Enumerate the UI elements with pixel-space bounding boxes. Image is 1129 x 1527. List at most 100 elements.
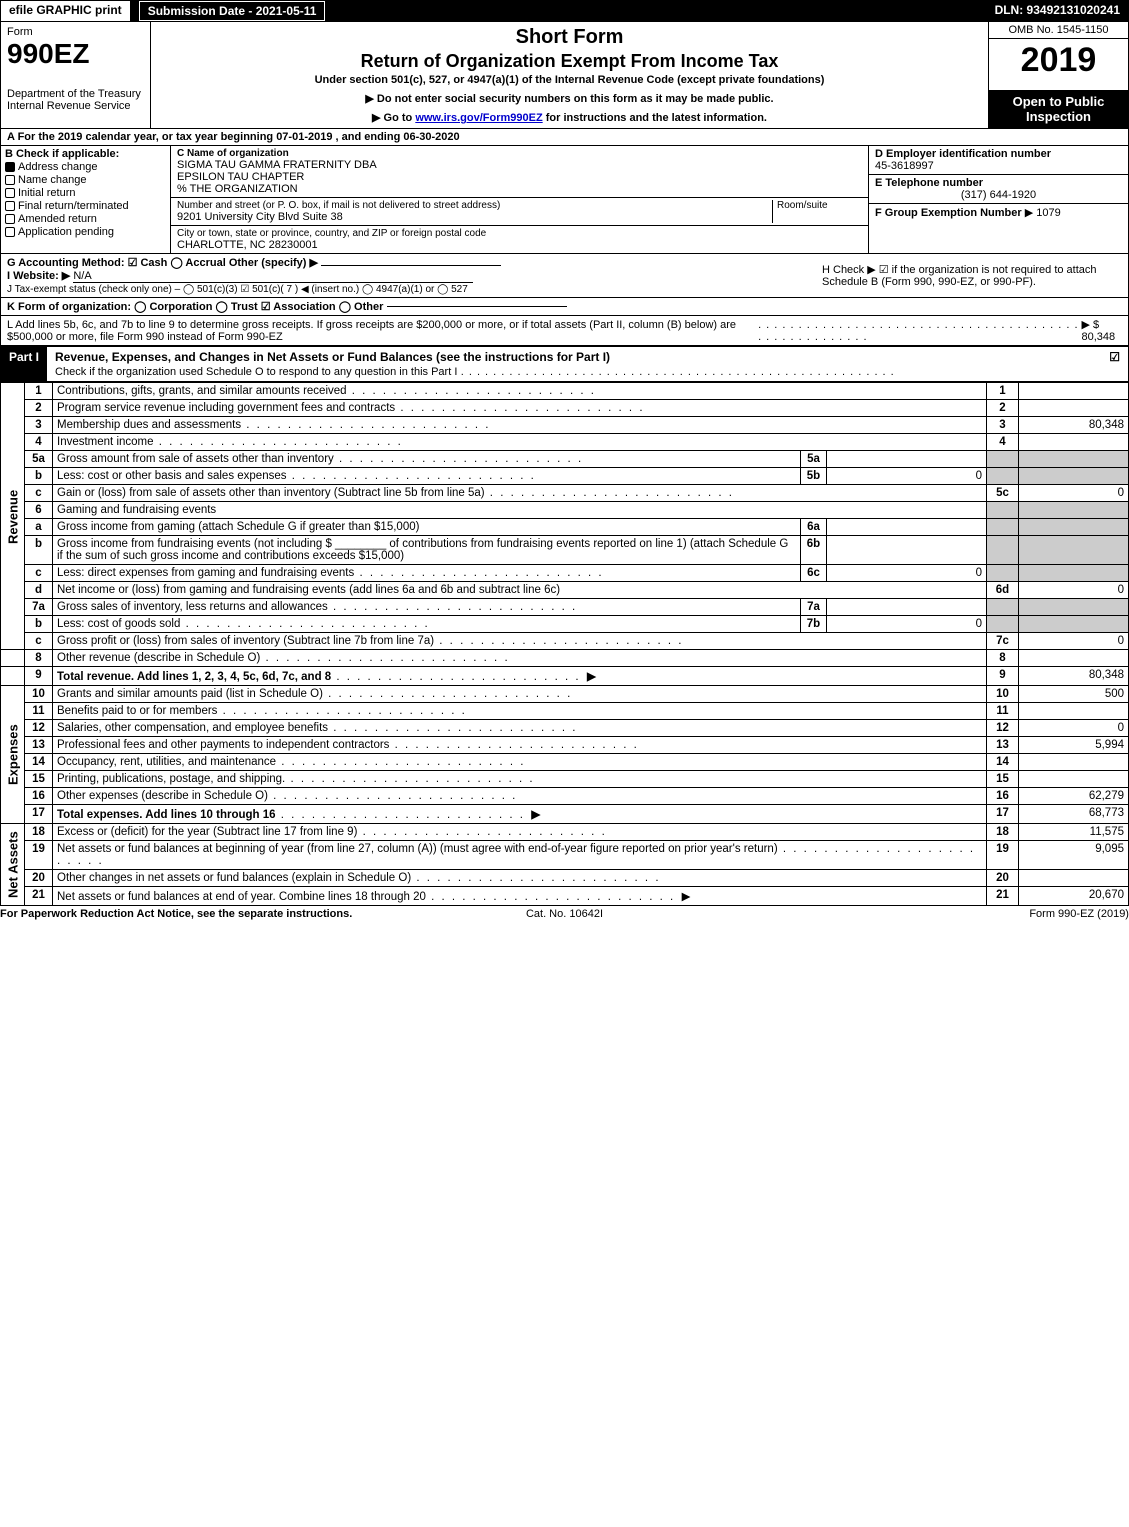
l-amt: ▶ $ 80,348	[1082, 318, 1123, 343]
line-num: 4	[25, 434, 53, 451]
line-num: 2	[25, 400, 53, 417]
efile-print-button[interactable]: efile GRAPHIC print	[1, 1, 131, 21]
final-return-check[interactable]: Final return/terminated	[5, 200, 166, 212]
amended-return-check[interactable]: Amended return	[5, 213, 166, 225]
line-ref: 5c	[987, 485, 1019, 502]
mini-ref: 5a	[801, 451, 827, 468]
line-ref: 1	[987, 383, 1019, 400]
l-row: L Add lines 5b, 6c, and 7b to line 9 to …	[0, 316, 1129, 346]
checkbox-icon	[5, 214, 15, 224]
line-desc: Net assets or fund balances at beginning…	[53, 841, 987, 870]
checkbox-icon	[5, 188, 15, 198]
city-value: CHARLOTTE, NC 28230001	[177, 239, 862, 251]
line-ref: 4	[987, 434, 1019, 451]
grey-cell	[1019, 536, 1129, 565]
final-return-label: Final return/terminated	[18, 200, 129, 212]
k-input-line[interactable]	[387, 306, 567, 307]
line-num: 20	[25, 870, 53, 887]
d-value: 45-3618997	[875, 160, 1122, 172]
line-num: 17	[25, 805, 53, 824]
line-amt: 500	[1019, 686, 1129, 703]
line-ref: 14	[987, 754, 1019, 771]
line-num: 9	[25, 667, 53, 686]
org-care: % THE ORGANIZATION	[177, 183, 862, 195]
sub-amt: 0	[827, 468, 987, 485]
submission-date-button[interactable]: Submission Date - 2021-05-11	[139, 1, 326, 21]
street-label: Number and street (or P. O. box, if mail…	[177, 200, 772, 211]
checkbox-icon	[5, 227, 15, 237]
footer-row: For Paperwork Reduction Act Notice, see …	[0, 906, 1129, 920]
dln-label: DLN: 93492131020241	[987, 1, 1128, 21]
line-desc: Other expenses (describe in Schedule O)	[53, 788, 987, 805]
line-desc: Contributions, gifts, grants, and simila…	[53, 383, 987, 400]
name-change-check[interactable]: Name change	[5, 174, 166, 186]
line-ref: 6d	[987, 582, 1019, 599]
sub-amt	[827, 451, 987, 468]
street-value: 9201 University City Blvd Suite 38	[177, 211, 772, 223]
line-ref: 15	[987, 771, 1019, 788]
mini-ref: 5b	[801, 468, 827, 485]
ein-cell: D Employer identification number 45-3618…	[869, 146, 1128, 175]
f-label: F Group Exemption Number	[875, 207, 1022, 219]
notice2-pre: ▶ Go to	[372, 112, 415, 124]
line-amt	[1019, 754, 1129, 771]
irs-link[interactable]: www.irs.gov/Form990EZ	[415, 112, 542, 124]
line-ref: 21	[987, 887, 1019, 906]
line-ref: 2	[987, 400, 1019, 417]
line-amt	[1019, 434, 1129, 451]
grey-cell	[1019, 468, 1129, 485]
dots	[461, 366, 895, 378]
amended-return-label: Amended return	[18, 213, 97, 225]
notice-link: ▶ Go to www.irs.gov/Form990EZ for instru…	[161, 111, 978, 124]
mini-ref: 6a	[801, 519, 827, 536]
title-column: Short Form Return of Organization Exempt…	[151, 22, 988, 128]
i-label: I Website: ▶	[7, 270, 70, 282]
sub-amt: 0	[827, 616, 987, 633]
grey-cell	[987, 451, 1019, 468]
k-row: K Form of organization: ◯ Corporation ◯ …	[0, 298, 1129, 316]
mini-ref: 6b	[801, 536, 827, 565]
sub-amt: 0	[827, 565, 987, 582]
line-desc: Investment income	[53, 434, 987, 451]
line-ref: 10	[987, 686, 1019, 703]
expenses-side-label: Expenses	[1, 686, 25, 824]
d-label: D Employer identification number	[875, 148, 1122, 160]
line-ref: 13	[987, 737, 1019, 754]
grey-cell	[987, 468, 1019, 485]
grey-cell	[987, 519, 1019, 536]
sub-amt	[827, 519, 987, 536]
name-change-label: Name change	[18, 174, 87, 186]
line-amt: 0	[1019, 720, 1129, 737]
grey-cell	[987, 616, 1019, 633]
room-label: Room/suite	[772, 200, 862, 223]
initial-return-check[interactable]: Initial return	[5, 187, 166, 199]
subtitle: Under section 501(c), 527, or 4947(a)(1)…	[161, 74, 978, 86]
line-ref: 12	[987, 720, 1019, 737]
grey-cell	[987, 599, 1019, 616]
addr-change-check[interactable]: Address change	[5, 161, 166, 173]
line-num: a	[25, 519, 53, 536]
line-desc: Salaries, other compensation, and employ…	[53, 720, 987, 737]
line-desc: Gaming and fundraising events	[53, 502, 987, 519]
k-text: K Form of organization: ◯ Corporation ◯ …	[7, 300, 383, 313]
line-amt	[1019, 771, 1129, 788]
part1-endcheck[interactable]: ☑	[1101, 347, 1128, 381]
dots	[758, 319, 1081, 343]
footer-mid: Cat. No. 10642I	[376, 908, 752, 920]
line-num: 12	[25, 720, 53, 737]
part1-check: Check if the organization used Schedule …	[55, 366, 457, 378]
line-num: c	[25, 633, 53, 650]
g-input-line[interactable]	[321, 265, 501, 266]
line-num: 11	[25, 703, 53, 720]
line-num: b	[25, 468, 53, 485]
app-pending-check[interactable]: Application pending	[5, 226, 166, 238]
line-desc: Printing, publications, postage, and shi…	[53, 771, 987, 788]
org-name-row: C Name of organization SIGMA TAU GAMMA F…	[171, 146, 868, 198]
line-amt: 80,348	[1019, 417, 1129, 434]
g-text: G Accounting Method: ☑ Cash ◯ Accrual Ot…	[7, 257, 318, 269]
footer-left: For Paperwork Reduction Act Notice, see …	[0, 908, 376, 920]
grey-cell	[1019, 616, 1129, 633]
line-desc: Benefits paid to or for members	[53, 703, 987, 720]
part1-title: Revenue, Expenses, and Changes in Net As…	[47, 347, 1101, 381]
line-desc: Grants and similar amounts paid (list in…	[53, 686, 987, 703]
